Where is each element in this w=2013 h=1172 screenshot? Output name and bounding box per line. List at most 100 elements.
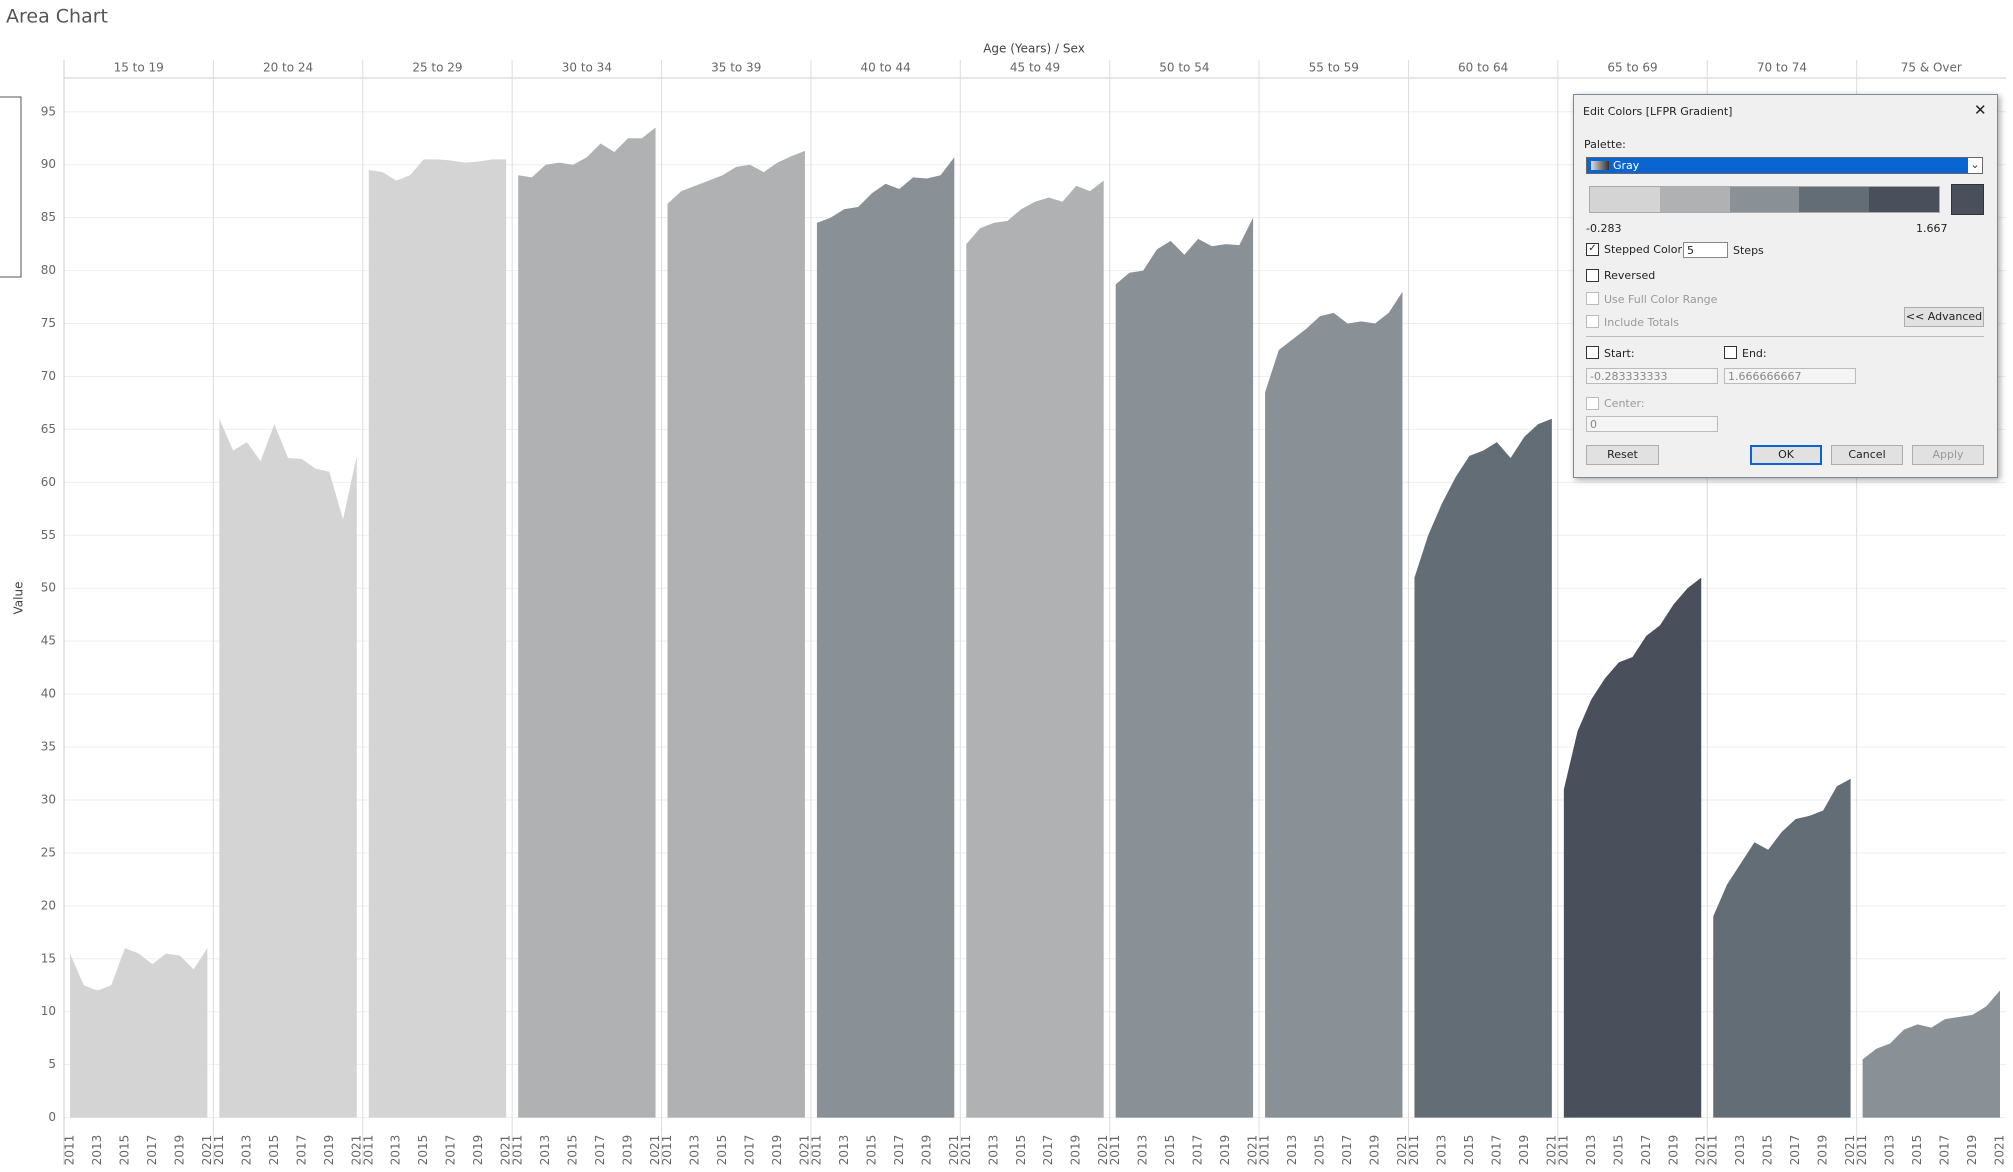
y-tick-label: 15 [41, 951, 56, 965]
x-tick-label: 2017 [1191, 1135, 1205, 1166]
y-tick-label: 80 [41, 263, 56, 277]
y-tick-label: 30 [41, 792, 56, 806]
area [1115, 217, 1254, 1118]
y-tick-label: 45 [41, 634, 56, 648]
panel-header: 20 to 24 [263, 61, 313, 75]
advanced-button[interactable]: << Advanced [1904, 307, 1984, 327]
panel-header: 65 to 69 [1607, 61, 1657, 75]
x-tick-label: 2013 [239, 1135, 253, 1166]
x-tick-label: 2019 [770, 1135, 784, 1166]
cancel-button[interactable]: Cancel [1831, 445, 1903, 465]
x-tick-label: 2013 [389, 1135, 403, 1166]
y-tick-label: 50 [41, 581, 56, 595]
x-tick-label: 2017 [1041, 1135, 1055, 1166]
apply-button: Apply [1912, 445, 1984, 465]
x-tick-label: 2015 [1761, 1135, 1775, 1166]
y-tick-label: 55 [41, 528, 56, 542]
max-label: 1.667 [1916, 222, 1948, 235]
x-tick-label: 2019 [1367, 1135, 1381, 1166]
x-tick-label: 2019 [1218, 1135, 1232, 1166]
x-tick-label: 2019 [1069, 1135, 1083, 1166]
legend-edge [0, 96, 22, 278]
x-tick-label: 2013 [688, 1135, 702, 1166]
x-tick-label: 2017 [444, 1135, 458, 1166]
x-tick-label: 2021 [349, 1135, 363, 1166]
x-tick-label: 2019 [1816, 1135, 1830, 1166]
x-tick-label: 2013 [90, 1135, 104, 1166]
stepped-label: Stepped Color [1604, 243, 1682, 256]
x-tick-label: 2019 [1965, 1135, 1979, 1166]
x-tick-label: 2015 [1313, 1135, 1327, 1166]
x-tick-label: 2011 [63, 1135, 77, 1166]
panel-header: 70 to 74 [1757, 61, 1807, 75]
x-tick-label: 2013 [1733, 1135, 1747, 1166]
y-tick-label: 60 [41, 475, 56, 489]
x-tick-label: 2019 [1517, 1135, 1531, 1166]
x-tick-label: 2015 [1611, 1135, 1625, 1166]
x-tick-label: 2021 [1993, 1135, 2007, 1166]
x-tick-label: 2017 [593, 1135, 607, 1166]
stepped-checkbox[interactable]: ✓ [1586, 243, 1599, 256]
steps-input[interactable]: 5 [1683, 242, 1728, 258]
panel-header: 55 to 59 [1309, 61, 1359, 75]
end-input: 1.666666667 [1724, 368, 1856, 384]
x-tick-label: 2019 [919, 1135, 933, 1166]
x-tick-label: 2021 [1246, 1135, 1260, 1166]
start-checkbox[interactable] [1586, 346, 1599, 359]
x-tick-label: 2019 [1666, 1135, 1680, 1166]
x-tick-label: 2011 [361, 1135, 375, 1166]
x-tick-label: 2021 [1843, 1135, 1857, 1166]
x-tick-label: 2011 [660, 1135, 674, 1166]
reversed-label: Reversed [1604, 269, 1656, 282]
full-range-label: Use Full Color Range [1604, 293, 1718, 306]
x-tick-label: 2015 [1910, 1135, 1924, 1166]
area [1414, 418, 1552, 1118]
x-tick-label: 2013 [986, 1135, 1000, 1166]
totals-label: Include Totals [1604, 316, 1679, 329]
panel-header: 25 to 29 [412, 61, 462, 75]
panel-header: 45 to 49 [1010, 61, 1060, 75]
x-tick-label: 2011 [1556, 1135, 1570, 1166]
palette-dropdown[interactable]: Gray ⌄ [1586, 157, 1983, 174]
y-tick-label: 65 [41, 422, 56, 436]
palette-step [1590, 187, 1660, 212]
x-tick-label: 2017 [1639, 1135, 1653, 1166]
x-tick-label: 2015 [267, 1135, 281, 1166]
full-range-checkbox [1586, 292, 1599, 305]
y-axis-label: Value [12, 582, 26, 615]
y-tick-label: 95 [41, 104, 56, 118]
y-tick-label: 75 [41, 316, 56, 330]
x-tick-label: 2015 [117, 1135, 131, 1166]
x-tick-label: 2013 [538, 1135, 552, 1166]
x-tick-label: 2013 [1584, 1135, 1598, 1166]
x-tick-label: 2011 [1258, 1135, 1272, 1166]
reversed-checkbox[interactable] [1586, 269, 1599, 282]
palette-step [1799, 187, 1870, 212]
steps-label: Steps [1733, 244, 1764, 257]
x-tick-label: 2015 [715, 1135, 729, 1166]
x-tick-label: 2011 [1706, 1135, 1720, 1166]
ok-button[interactable]: OK [1750, 445, 1822, 465]
x-tick-label: 2015 [1163, 1135, 1177, 1166]
x-tick-label: 2013 [1434, 1135, 1448, 1166]
x-tick-label: 2015 [416, 1135, 430, 1166]
x-tick-label: 2019 [322, 1135, 336, 1166]
area [1563, 577, 1702, 1118]
x-tick-label: 2017 [145, 1135, 159, 1166]
panel-header: 40 to 44 [861, 61, 911, 75]
x-tick-label: 2021 [1544, 1135, 1558, 1166]
center-label: Center: [1604, 397, 1645, 410]
x-tick-label: 2015 [864, 1135, 878, 1166]
x-tick-label: 2011 [511, 1135, 525, 1166]
y-tick-label: 70 [41, 369, 56, 383]
column-header: Age (Years) / Sex [983, 42, 1085, 56]
min-label: -0.283 [1586, 222, 1622, 235]
end-checkbox[interactable] [1724, 346, 1737, 359]
close-button[interactable]: ✕ [1974, 101, 1987, 119]
x-tick-label: 2011 [1407, 1135, 1421, 1166]
reset-button[interactable]: Reset [1586, 445, 1659, 465]
palette-step [1869, 187, 1939, 212]
color-swatch[interactable] [1951, 184, 1984, 215]
